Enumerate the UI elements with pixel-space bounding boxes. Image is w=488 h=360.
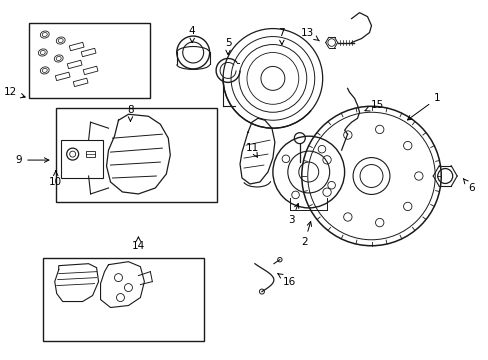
Text: 5: 5: [224, 37, 231, 55]
Bar: [85, 151, 94, 157]
Text: 6: 6: [462, 179, 473, 193]
Text: 16: 16: [277, 274, 296, 287]
Text: 2: 2: [301, 221, 311, 247]
Text: 10: 10: [49, 171, 62, 187]
Bar: [42, 258, 203, 341]
Bar: [61, 140, 102, 178]
Bar: [55, 72, 70, 81]
Text: 3: 3: [288, 203, 298, 225]
Text: 11: 11: [245, 143, 258, 157]
Text: 13: 13: [301, 28, 319, 41]
Bar: [73, 78, 88, 87]
Text: 4: 4: [188, 26, 195, 42]
Text: 12: 12: [4, 87, 25, 98]
Text: 15: 15: [364, 100, 384, 111]
Bar: [69, 42, 84, 51]
Text: 1: 1: [407, 93, 440, 120]
Bar: [56, 108, 217, 202]
Text: 8: 8: [127, 105, 134, 121]
Text: 7: 7: [278, 28, 285, 45]
Bar: [29, 23, 150, 98]
Bar: [81, 48, 96, 57]
Bar: [67, 60, 82, 69]
Bar: [83, 66, 98, 75]
Text: 14: 14: [132, 237, 145, 251]
Text: 9: 9: [16, 155, 49, 165]
